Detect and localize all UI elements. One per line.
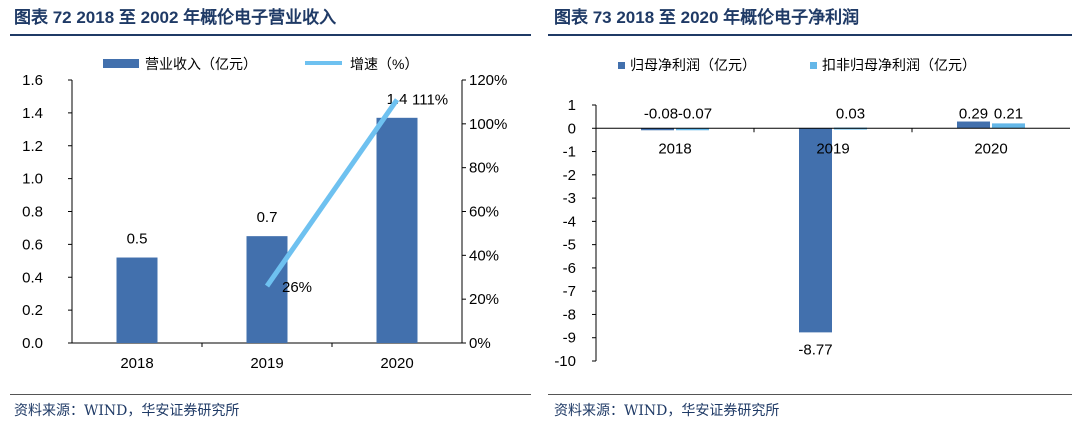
source-note: 资料来源：WIND，华安证券研究所 [14,403,240,419]
left-y-tick-label: 1.0 [22,171,43,188]
footer-divider [548,394,1072,395]
y-tick-label: -7 [563,283,576,300]
left-y-tick-label: 1.2 [22,138,43,155]
y-tick-label: -2 [563,167,576,184]
left-y-tick-label: 1.4 [22,105,43,122]
deducted-net-profit-bar [676,128,709,131]
right-y-tick-label: 40% [469,247,499,264]
revenue-bar [116,257,158,343]
right-y-tick-label: 20% [469,291,499,308]
left-y-tick-label: 0.6 [22,236,43,253]
growth-data-label: 111% [412,92,448,109]
x-category-label: 2020 [380,355,413,372]
y-tick-label: 1 [568,97,576,114]
right-y-tick-label: 0% [469,335,491,352]
revenue-data-label: 1.4 [387,91,408,108]
footer-divider [10,394,531,395]
left-y-tick-label: 1.6 [22,72,43,89]
net-profit-bar [799,128,832,333]
net-profit-chart-title: 图表 73 2018 至 2020 年概伦电子净利润 [554,8,860,27]
revenue-chart-panel: 图表 72 2018 至 2002 年概伦电子营业收入 0.0 0.2 0.4 0.6… [0,0,535,422]
net-profit-data-label: -8.77 [798,341,832,358]
left-y-tick-label: 0.0 [22,335,43,352]
legend-net-profit-swatch [618,62,625,69]
y-tick-label: -6 [563,260,576,277]
title-divider [548,34,1072,36]
net-profit-chart-panel: 图表 73 2018 至 2020 年概伦电子净利润 1 0 -1 -2 -3 -4 -5 -… [548,0,1080,422]
title-divider [10,34,531,36]
net-profit-bar [641,128,674,131]
revenue-data-label: 0.7 [257,209,278,226]
y-tick-label: -8 [563,306,576,323]
source-note: 资料来源：WIND，华安证券研究所 [554,403,780,419]
deducted-net-profit-data-label: 0.03 [836,105,865,122]
y-tick-label: -3 [563,190,576,207]
net-profit-data-label: 0.29 [959,105,988,122]
y-tick-label: -1 [563,144,576,161]
legend-revenue-swatch [103,59,139,68]
legend-revenue-label: 营业收入（亿元） [145,56,257,72]
net-profit-data-label: -0.08 [644,105,678,122]
x-category-label: 2018 [120,355,153,372]
revenue-bar [376,117,418,344]
legend-growth-label: 增速（%） [350,56,418,72]
revenue-bar [246,236,288,343]
y-tick-label: -9 [563,330,576,347]
revenue-chart-title: 图表 72 2018 至 2002 年概伦电子营业收入 [14,8,337,27]
right-y-tick-label: 100% [469,116,507,133]
revenue-chart: 0.0 0.2 0.4 0.6 0.8 1.0 1.2 1.4 1.6 0% 20% 40% 60% 80… [22,56,507,372]
revenue-data-label: 0.5 [127,231,148,248]
left-y-tick-label: 0.8 [22,204,43,221]
right-y-tick-label: 80% [469,160,499,177]
deducted-net-profit-data-label: -0.07 [678,105,712,122]
legend-deducted-label: 扣非归母净利润（亿元） [822,57,976,73]
right-y-tick-label: 120% [469,72,507,89]
right-y-tick-label: 60% [469,204,499,221]
legend-net-profit-label: 归母净利润（亿元） [630,57,756,73]
x-category-label: 2018 [658,140,691,157]
deducted-net-profit-data-label: 0.21 [994,105,1023,122]
x-category-label: 2019 [816,140,849,157]
left-y-tick-label: 0.2 [22,302,43,319]
x-category-label: 2019 [250,355,283,372]
left-y-tick-label: 0.4 [22,269,43,286]
y-tick-label: 0 [568,120,576,137]
deducted-net-profit-bar [992,123,1025,129]
net-profit-chart: 1 0 -1 -2 -3 -4 -5 -6 -7 -8 -9 -10 -0.08 -8.77 0.29 -0.… [554,57,1070,370]
y-tick-label: -10 [554,353,576,370]
growth-line [264,98,400,288]
net-profit-bar [957,121,990,129]
legend-deducted-swatch [810,62,817,69]
growth-data-label: 26% [282,279,312,296]
x-category-label: 2020 [974,140,1007,157]
y-tick-label: -5 [563,237,576,254]
y-tick-label: -4 [563,213,576,230]
